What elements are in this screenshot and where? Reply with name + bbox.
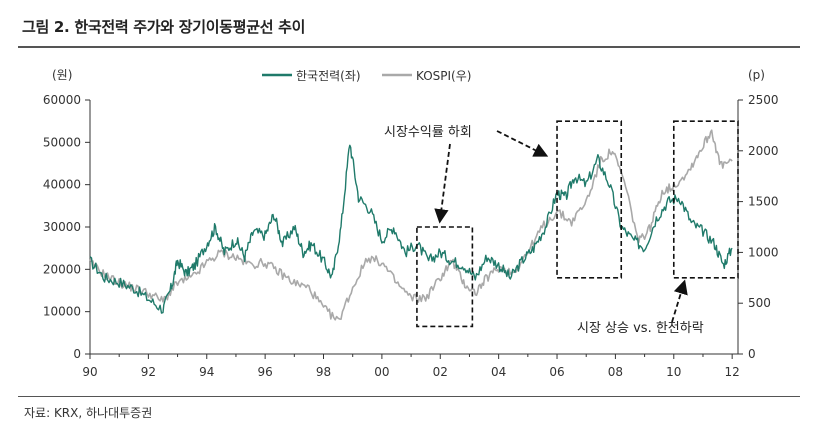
x-tick-label: 98 (316, 365, 331, 379)
x-tick-label: 94 (199, 365, 214, 379)
right-tick-label: 2500 (748, 93, 779, 107)
left-tick-label: 60000 (43, 93, 81, 107)
x-tick-label: 92 (141, 365, 156, 379)
x-tick-label: 10 (666, 365, 681, 379)
legend-kepco-label: 한국전력(좌) (296, 69, 361, 83)
title-rule (18, 46, 800, 48)
left-tick-label: 0 (73, 347, 81, 361)
x-tick-label: 90 (82, 365, 97, 379)
left-tick-label: 20000 (43, 262, 81, 276)
right-axis-unit: (p) (748, 68, 765, 82)
box-2006-2008 (556, 120, 623, 279)
x-tick-label: 96 (257, 365, 272, 379)
box-2001-2003 (416, 226, 474, 328)
footer-rule (18, 396, 800, 397)
annotation-market-up-kepco-down: 시장 상승 vs. 한전하락 (577, 321, 704, 336)
legend: 한국전력(좌) KOSPI(우) (262, 69, 471, 83)
series-lines (89, 129, 733, 321)
x-tick-label: 04 (491, 365, 506, 379)
kepco-line (89, 144, 733, 314)
source-note: 자료: KRX, 하나대투증권 (24, 406, 153, 420)
x-tick-label: 08 (608, 365, 623, 379)
kospi-line (89, 129, 733, 321)
x-tick-label: 00 (374, 365, 389, 379)
arrow-to-2002-box (434, 143, 451, 224)
left-tick-label: 40000 (43, 178, 81, 192)
figure-title: 그림 2. 한국전력 주가와 장기이동평균선 추이 (22, 18, 306, 36)
x-tick-label: 02 (433, 365, 448, 379)
right-tick-label: 500 (748, 296, 771, 310)
arrow-to-2010-box (671, 279, 688, 323)
x-tick-label: 06 (549, 365, 564, 379)
legend-kospi-label: KOSPI(우) (416, 69, 471, 83)
annotations (416, 120, 739, 328)
x-tick-label: 12 (725, 365, 740, 379)
left-tick-label: 30000 (43, 220, 81, 234)
right-tick-label: 0 (748, 347, 756, 361)
right-tick-label: 2000 (748, 144, 779, 158)
left-axis-unit: (원) (52, 68, 72, 82)
axes: 0100002000030000400005000060000050010001… (43, 93, 779, 379)
box-2010-2012 (672, 120, 739, 279)
annotation-underperform: 시장수익률 하회 (384, 125, 472, 140)
arrow-to-2006-box (496, 130, 549, 157)
left-tick-label: 50000 (43, 135, 81, 149)
right-tick-label: 1500 (748, 195, 779, 209)
left-tick-label: 10000 (43, 305, 81, 319)
right-tick-label: 1000 (748, 245, 779, 259)
